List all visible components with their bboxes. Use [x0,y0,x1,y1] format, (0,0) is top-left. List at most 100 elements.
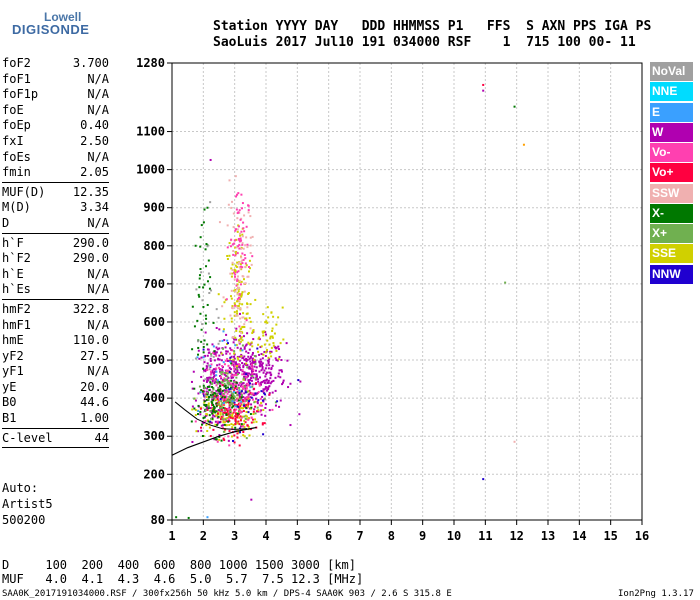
echo-point [234,418,237,421]
echo-point [212,368,215,371]
echo-point [211,369,214,372]
echo-point [237,363,240,366]
echo-point [205,243,208,246]
echo-point [222,400,225,403]
echo-point [262,408,265,411]
echo-point [243,419,246,422]
echo-point [270,373,273,376]
echo-point [215,402,218,405]
echo-point [235,405,238,408]
echo-point [213,382,216,385]
echo-point [226,417,229,420]
echo-point [253,355,256,358]
echo-point [227,383,230,386]
echo-point [228,254,231,257]
echo-point [234,336,237,339]
echo-point [238,342,241,345]
echo-point [482,89,485,92]
echo-point [229,387,232,390]
echo-point [246,375,249,378]
echo-point [253,358,256,361]
echo-point [217,403,220,406]
echo-point [225,333,228,336]
echo-point [267,316,270,319]
echo-point [199,236,202,239]
echo-point [201,421,204,424]
echo-point [241,400,244,403]
echo-point [221,370,224,373]
echo-point [218,354,221,357]
echo-point [225,420,228,423]
echo-point [226,254,229,257]
echo-point [240,390,243,393]
echo-point [240,416,243,419]
echo-point [241,331,244,334]
echo-point [232,341,235,344]
echo-point [205,390,208,393]
echo-point [252,421,255,424]
echo-point [221,389,224,392]
echo-point [198,385,201,388]
echo-point [235,365,238,368]
echo-point [248,407,251,410]
echo-point [199,245,202,248]
echo-point [263,392,266,395]
echo-point [200,340,203,343]
echo-point [241,303,244,306]
echo-point [242,247,245,250]
echo-point [222,361,225,364]
echo-point [229,410,232,413]
echo-point [234,228,237,231]
echo-point [223,439,226,442]
echo-point [244,391,247,394]
echo-point [234,408,237,411]
echo-point [219,376,222,379]
echo-point [235,250,238,253]
echo-point [194,420,197,423]
echo-point [247,393,250,396]
echo-point [234,314,237,317]
echo-point [222,378,225,381]
echo-point [268,385,271,388]
echo-point [204,409,207,412]
echo-point [231,349,234,352]
echo-point [268,409,271,412]
echo-point [240,423,243,426]
param-row: yE 20.0 [2,380,109,396]
echo-point [243,282,246,285]
echo-point [245,319,248,322]
echo-point [204,370,207,373]
echo-point [239,415,242,418]
echo-point [234,405,237,408]
echo-point [250,377,253,380]
echo-point [257,378,260,381]
echo-point [275,358,278,361]
echo-point [204,322,207,325]
echo-point [256,347,259,350]
echo-point [244,400,247,403]
echo-point [210,396,213,399]
echo-point [211,371,214,374]
echo-point [241,242,244,245]
echo-point [235,246,238,249]
echo-point [269,382,272,385]
echo-point [232,423,235,426]
echo-point [191,440,194,443]
y-tick-label: 1280 [136,56,165,70]
echo-point [210,353,213,356]
echo-point [215,414,218,417]
echo-point [213,438,216,441]
echo-point [239,402,242,405]
echo-point [287,386,290,389]
echo-point [254,377,257,380]
echo-point [246,243,249,246]
echo-point [234,372,237,375]
echo-point [202,345,205,348]
echo-point [223,396,226,399]
echo-point [236,293,239,296]
lowell-logo-text: Lowell [44,10,82,24]
echo-point [232,399,235,402]
echo-point [215,384,218,387]
echo-point [266,321,269,324]
echo-point [237,192,240,195]
